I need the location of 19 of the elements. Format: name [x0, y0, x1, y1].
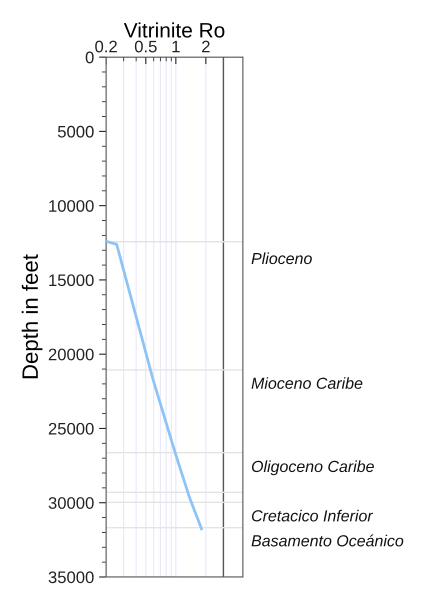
text: Cretacico Inferior — [252, 510, 374, 522]
y-tick-label: 15000 — [49, 274, 94, 286]
x-tick-label: 1 — [172, 40, 180, 52]
y-tick-label: 35000 — [48, 571, 94, 584]
x-tick-label: 2 — [202, 40, 210, 52]
x-tick-label: 0.2 — [95, 40, 117, 52]
y-axis-title: Depth in feet — [22, 254, 42, 378]
text: Basamento Oceánico — [252, 534, 404, 546]
text: Plioceno — [252, 252, 312, 264]
y-tick-label: 20000 — [48, 348, 94, 360]
text: Mioceno Caribe — [252, 377, 362, 389]
y-tick-label: 5000 — [58, 126, 94, 138]
y-tick-label: 0 — [86, 52, 94, 64]
x-axis-title: Vitrinite Ro — [124, 22, 224, 38]
y-tick-label: 30000 — [48, 497, 94, 509]
text: Oligoceno Caribe — [252, 460, 374, 476]
y-tick-label: 25000 — [48, 422, 94, 435]
x-tick-label: 0.5 — [134, 40, 157, 52]
y-tick-label: 10000 — [49, 200, 94, 212]
